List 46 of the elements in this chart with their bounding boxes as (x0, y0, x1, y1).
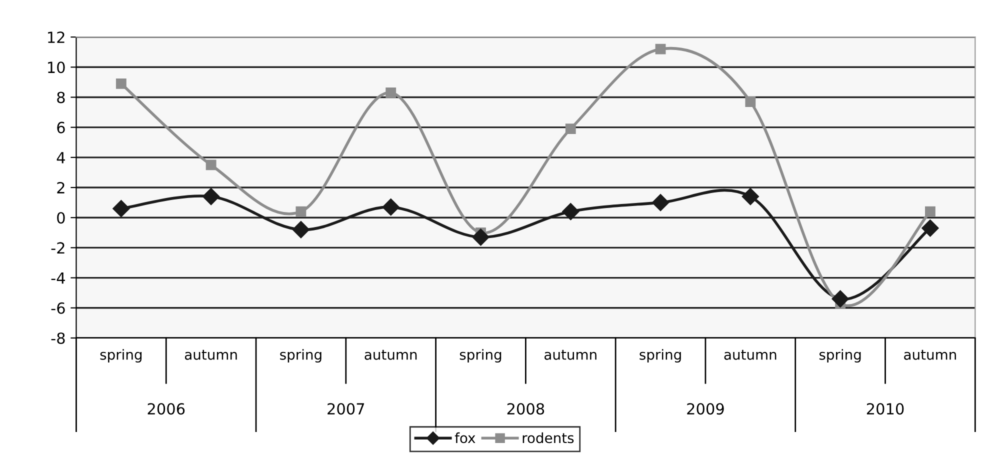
y-tick-label: 4 (56, 152, 65, 164)
legend-label: fox (454, 432, 476, 444)
x-tick-label: autumn (364, 350, 417, 360)
point (924, 206, 936, 217)
point (562, 203, 580, 220)
point (745, 96, 756, 107)
x-tick-label: autumn (724, 350, 776, 360)
y-tick-label: 12 (48, 32, 64, 43)
x-tick-label: autumn (184, 350, 237, 360)
x-tick-label: autumn (904, 350, 956, 360)
y-tick-label: 2 (57, 182, 64, 194)
point (292, 221, 310, 238)
point (652, 194, 670, 212)
point (386, 88, 396, 98)
y-tick-label: -6 (51, 302, 65, 314)
text: 2006 (148, 403, 185, 415)
point (112, 200, 130, 218)
text: 2008 (507, 403, 544, 415)
y-tick-label: -2 (51, 242, 64, 254)
point (116, 78, 126, 89)
point (382, 198, 400, 216)
point (832, 290, 849, 308)
y-tick-label: 6 (57, 122, 65, 134)
point (565, 124, 576, 134)
x-tick-label: spring (280, 349, 322, 363)
legend-label: rodents (522, 432, 574, 444)
x-tick-label: spring (100, 349, 142, 363)
y-tick-label: 10 (48, 62, 65, 74)
y-tick-label: -8 (51, 332, 65, 344)
point (206, 160, 216, 170)
point (655, 44, 666, 54)
point (202, 188, 220, 206)
point (922, 220, 939, 237)
y-tick-label: 0 (57, 212, 65, 224)
point (472, 228, 490, 246)
x-tick-label: autumn (544, 350, 596, 360)
text: 2009 (687, 403, 724, 415)
text: 2010 (866, 403, 904, 415)
point (742, 188, 759, 206)
y-tick-label: -4 (51, 272, 65, 284)
y-tick-label: 8 (57, 92, 65, 104)
text: 2007 (328, 403, 364, 415)
x-tick-label: spring (640, 349, 681, 363)
point (296, 206, 306, 217)
x-tick-label: spring (460, 349, 502, 363)
x-tick-label: spring (819, 349, 861, 363)
